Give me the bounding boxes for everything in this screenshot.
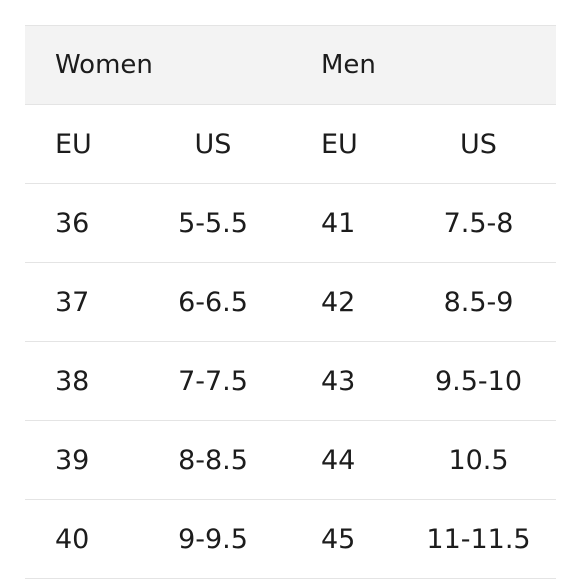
table-row: 36 5-5.5 41 7.5-8 bbox=[25, 183, 557, 263]
men-us-cell: 10.5 bbox=[401, 420, 557, 500]
women-eu-cell: 38 bbox=[25, 341, 135, 421]
group-header-row: Women Men bbox=[25, 25, 557, 105]
men-eu-cell: 45 bbox=[291, 499, 401, 579]
subheader-row: EU US EU US bbox=[25, 104, 557, 184]
men-eu-cell: 43 bbox=[291, 341, 401, 421]
women-us-cell: 8-8.5 bbox=[135, 420, 291, 500]
men-us-cell: 8.5-9 bbox=[401, 262, 557, 342]
women-us-cell: 7-7.5 bbox=[135, 341, 291, 421]
women-us-cell: 9-9.5 bbox=[135, 499, 291, 579]
men-eu-cell: 41 bbox=[291, 183, 401, 263]
subheader-women-eu: EU bbox=[25, 104, 135, 184]
women-eu-cell: 40 bbox=[25, 499, 135, 579]
women-eu-cell: 37 bbox=[25, 262, 135, 342]
table-row: 38 7-7.5 43 9.5-10 bbox=[25, 341, 557, 421]
men-eu-cell: 44 bbox=[291, 420, 401, 500]
subheader-women-us: US bbox=[135, 104, 291, 184]
women-us-cell: 6-6.5 bbox=[135, 262, 291, 342]
men-us-cell: 9.5-10 bbox=[401, 341, 557, 421]
women-us-cell: 5-5.5 bbox=[135, 183, 291, 263]
subheader-men-us: US bbox=[401, 104, 557, 184]
men-us-cell: 7.5-8 bbox=[401, 183, 557, 263]
women-eu-cell: 36 bbox=[25, 183, 135, 263]
table-row: 37 6-6.5 42 8.5-9 bbox=[25, 262, 557, 342]
men-eu-cell: 42 bbox=[291, 262, 401, 342]
subheader-men-eu: EU bbox=[291, 104, 401, 184]
group-header-women: Women bbox=[25, 25, 291, 105]
table-row: 39 8-8.5 44 10.5 bbox=[25, 420, 557, 500]
men-us-cell: 11-11.5 bbox=[401, 499, 557, 579]
group-header-men: Men bbox=[291, 25, 557, 105]
size-chart-table: Women Men EU US EU US 36 5-5.5 41 7.5-8 … bbox=[25, 25, 557, 579]
women-eu-cell: 39 bbox=[25, 420, 135, 500]
table-row: 40 9-9.5 45 11-11.5 bbox=[25, 499, 557, 579]
